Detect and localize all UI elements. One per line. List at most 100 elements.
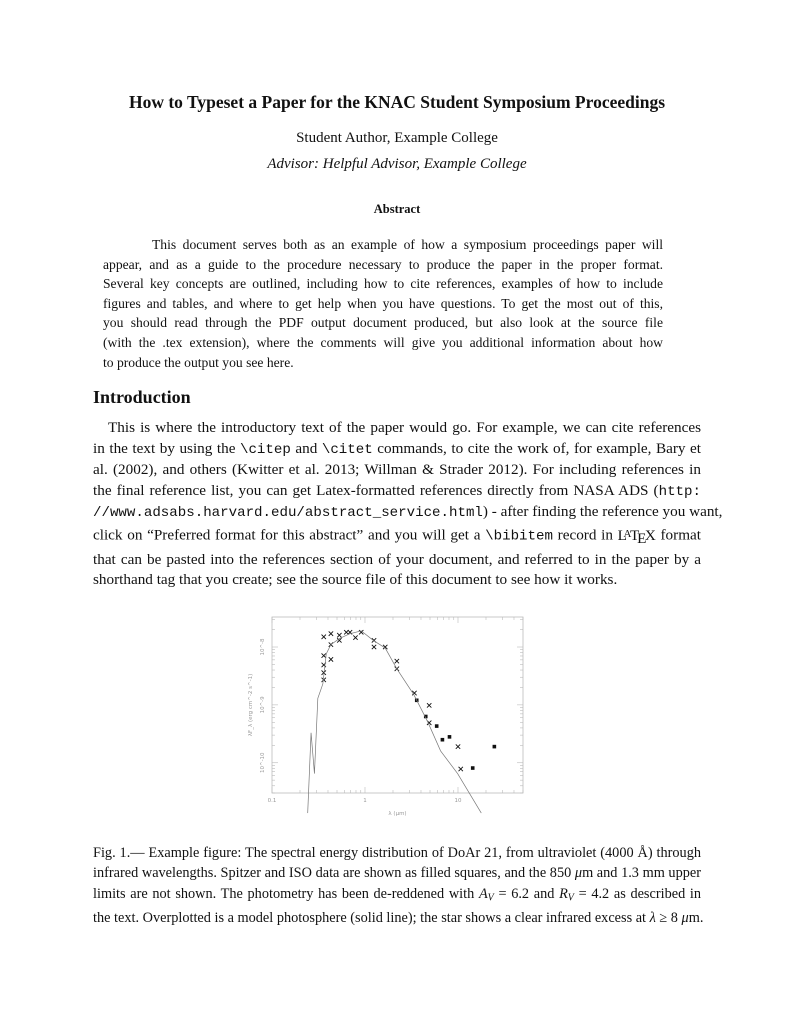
text-line: appear, and as a guide to the procedure … [103, 255, 663, 275]
text-span: V [487, 892, 494, 904]
model-photosphere-line [307, 630, 482, 814]
data-point-cross [411, 690, 417, 696]
text-span: m. [688, 910, 704, 927]
data-point-square [423, 714, 428, 719]
text-span: m and 1.3 mm upper [582, 865, 701, 882]
text-span: This document serves both as an example … [152, 237, 663, 252]
text-span: to produce the output you see here. [103, 354, 294, 370]
text-span: = 6.2 and [493, 885, 560, 902]
text-line: in the text by using the \citep and \cit… [93, 439, 701, 461]
text-line: the text. Overplotted is a model photosp… [93, 908, 704, 928]
text-line: This is where the introductory text of t… [93, 418, 701, 439]
text-span: format [655, 526, 702, 544]
text-line: limits are not shown. The photometry has… [93, 884, 701, 909]
text-span: R [559, 885, 568, 902]
text-span: al. (2002), and others (Kwitter et al. 2… [93, 461, 701, 479]
data-point-cross [328, 656, 334, 662]
data-point-square [447, 735, 452, 739]
text-span: μ [574, 865, 583, 882]
text-span: limits are not shown. The photometry has… [93, 885, 479, 902]
text-span: = 4.2 as described in [573, 885, 702, 902]
x-tick-label: 1 [363, 798, 367, 804]
data-point-square [440, 737, 445, 742]
text-span: A [478, 885, 488, 902]
data-point-cross [426, 702, 432, 708]
y-tick-label: 10^-9 [260, 696, 266, 714]
data-point-cross [321, 670, 327, 676]
text-span: V [567, 892, 574, 904]
text-span: λ [649, 910, 656, 927]
text-span: Several key concepts are outlined, inclu… [103, 276, 663, 292]
author-line: Student Author, Example College [296, 130, 498, 146]
code-text: http: [658, 483, 701, 500]
abstract-heading: Abstract [373, 202, 421, 216]
text-line: (with the .tex extension), where the com… [103, 333, 663, 353]
text-span: figures and tables, and where to get hel… [103, 295, 663, 311]
text-span: and [290, 439, 322, 457]
text-line: to produce the output you see here. [103, 353, 663, 373]
data-point-cross [347, 629, 353, 635]
data-point-cross [343, 629, 349, 635]
text-span: commands, to cite the work of, for examp… [372, 439, 701, 457]
text-span: Fig. 1.— Example figure: The spectral en… [93, 845, 701, 861]
x-axis-label: λ (μm) [388, 811, 406, 817]
sed-figure: 0.1 1 10 10^-10 10^-9 10^-8 λ (μm) λF_λ (erg cm… [248, 616, 524, 817]
code-text: //www.adsabs.harvard.edu/abstract_servic… [93, 505, 483, 522]
data-point-cross [336, 637, 342, 643]
data-point-cross [371, 644, 377, 650]
text-span: appear, and as a guide to the procedure … [103, 256, 663, 272]
abstract-text: This document serves both as an example … [103, 235, 663, 372]
text-line: click on “Preferred format for this abst… [93, 524, 701, 550]
data-point-square [470, 766, 475, 770]
data-point-cross [382, 644, 388, 650]
text-line: that can be pasted into the references s… [93, 550, 701, 571]
code-text: \citep [239, 441, 291, 458]
data-point-cross [336, 632, 342, 638]
text-line: the final reference list, you can get La… [93, 481, 701, 503]
text-span: shorthand tag that you create; see the s… [93, 571, 618, 589]
text-line: Fig. 1.— Example figure: The spectral en… [93, 843, 701, 863]
text-line: shorthand tag that you create; see the s… [93, 570, 701, 591]
advisor-line: Advisor: Helpful Advisor, Example Colleg… [267, 156, 527, 172]
text-span: ≥ 8 [655, 910, 682, 927]
data-point-cross [321, 634, 327, 640]
data-point-square [492, 744, 497, 749]
text-span: ) - after finding the reference you want… [482, 503, 723, 521]
data-point-cross [321, 677, 327, 683]
data-point-cross [458, 766, 464, 772]
latex-logo: LATEX [617, 526, 656, 548]
text-span: the final reference list, you can get La… [93, 481, 659, 499]
text-span: record in [552, 526, 618, 544]
text-span: that can be pasted into the references s… [93, 550, 701, 568]
text-line: al. (2002), and others (Kwitter et al. 2… [93, 460, 701, 481]
code-text: \bibitem [485, 528, 553, 545]
text-line: Several key concepts are outlined, inclu… [103, 274, 663, 294]
data-point-cross [321, 653, 327, 659]
x-tick-label: 10 [454, 798, 461, 804]
data-point-cross [358, 629, 364, 635]
y-tick-label: 10^-8 [260, 638, 266, 656]
data-point-cross [394, 658, 400, 664]
text-span: infrared wavelengths. Spitzer and ISO da… [93, 865, 575, 882]
code-text: \citet [321, 441, 373, 458]
text-span: click on “Preferred format for this abst… [93, 526, 486, 544]
x-tick-label: 0.1 [268, 798, 277, 804]
data-point-cross [455, 744, 461, 750]
text-span: in the text by using the [93, 439, 240, 457]
text-span: μ [681, 910, 689, 927]
introduction-text: This is where the introductory text of t… [93, 418, 722, 591]
data-point-square [434, 724, 439, 728]
text-line: you should read through the PDF output d… [103, 313, 663, 333]
introduction-heading: Introduction [93, 387, 191, 407]
paper-title: How to Typeset a Paper for the KNAC Stud… [128, 92, 666, 112]
data-point-cross [328, 631, 334, 637]
text-span: (with the .tex extension), where the com… [103, 334, 663, 350]
y-axis-label: λF_λ (erg cm^-2 s^-1) [248, 674, 254, 736]
text-span: the text. Overplotted is a model photosp… [93, 910, 650, 927]
text-line: infrared wavelengths. Spitzer and ISO da… [93, 863, 701, 883]
text-span: This is where the introductory text of t… [108, 419, 701, 436]
y-tick-label: 10^-10 [260, 752, 266, 773]
figure-caption: Fig. 1.— Example figure: The spectral en… [93, 843, 704, 929]
text-line: figures and tables, and where to get hel… [103, 294, 663, 314]
text-span: you should read through the PDF output d… [103, 315, 663, 331]
